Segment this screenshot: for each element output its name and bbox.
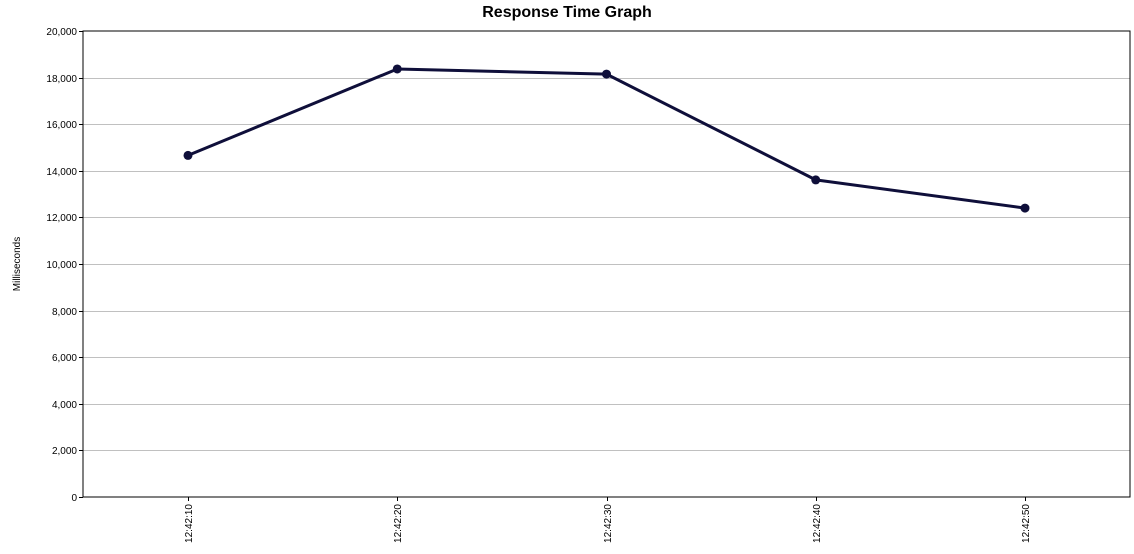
x-tick-label: 12:42:30 [603,504,614,543]
y-tick-label: 20,000 [46,27,77,38]
y-tick-label: 16,000 [46,120,77,131]
series-layer [183,64,1030,213]
plot-area-frame [82,30,1131,498]
y-tick-label: 12,000 [46,213,77,224]
y-tick-label: 4,000 [52,400,77,411]
y-tick-label: 0 [71,493,77,504]
y-tick-label: 6,000 [52,353,77,364]
x-tick-label: 12:42:10 [184,504,195,543]
y-tick-label: 14,000 [46,167,77,178]
y-tick-label: 8,000 [52,307,77,318]
data-point [183,150,193,160]
y-axis-label: Milliseconds [12,237,23,291]
x-tick-label: 12:42:50 [1021,504,1032,543]
x-axis-ticks: 12:42:10 12:42:20 12:42:30 12:42:40 12:42:50 [184,497,1032,543]
data-point [811,175,821,185]
chart-title: Response Time Graph [482,4,652,21]
x-tick-label: 12:42:40 [812,504,823,543]
data-point [1020,203,1030,213]
y-axis-ticks: 0 2,000 4,000 6,000 8,000 10,000 12,000 14,000 1… [46,27,83,504]
y-tick-label: 10,000 [46,260,77,271]
data-point [392,64,402,74]
data-point [602,69,611,79]
x-tick-label: 12:42:20 [393,504,404,543]
y-tick-label: 2,000 [52,446,77,457]
y-tick-label: 18,000 [46,74,77,85]
